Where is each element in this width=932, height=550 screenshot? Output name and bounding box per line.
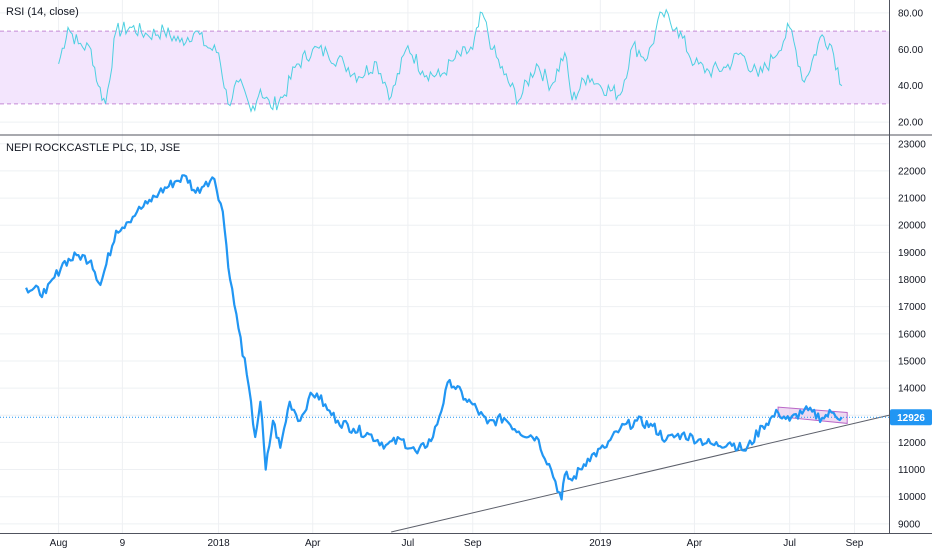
x-tick-label: Aug — [50, 538, 68, 549]
rsi-line-layer — [58, 8, 843, 113]
price-series-line — [25, 174, 843, 501]
x-tick-label: Apr — [687, 538, 703, 549]
price-y-tick-label: 12000 — [898, 438, 926, 449]
rsi-band-layer — [0, 30, 889, 105]
rsi-y-axis[interactable]: 80.00 60.00 40.00 20.00 — [898, 8, 923, 128]
x-tick-label: 2018 — [207, 538, 230, 549]
rsi-y-tick-label: 60.00 — [898, 45, 923, 56]
price-y-tick-label: 22000 — [898, 166, 926, 177]
last-price-marker: 12926 — [890, 409, 932, 426]
last-price-badge — [890, 409, 932, 426]
price-y-tick-label: 15000 — [898, 356, 926, 367]
support-trendline — [391, 414, 890, 533]
rsi-y-tick-label: 80.00 — [898, 8, 923, 19]
x-tick-label: Apr — [305, 538, 321, 549]
price-y-axis[interactable]: 23000 22000 21000 20000 19000 18000 17000 16000… — [898, 139, 926, 530]
price-y-tick-label: 16000 — [898, 329, 926, 340]
price-pane[interactable] — [0, 136, 889, 533]
price-y-tick-label: 20000 — [898, 221, 926, 232]
price-line-layer — [25, 174, 843, 501]
price-y-tick-label: 9000 — [898, 519, 921, 530]
x-tick-label: 9 — [120, 538, 126, 549]
time-x-axis[interactable]: Aug 9 2018 Apr Jul Sep 2019 Apr Jul Sep — [50, 538, 864, 549]
x-tick-label: Jul — [783, 538, 796, 549]
rsi-series-line — [58, 8, 843, 113]
price-y-tick-label: 23000 — [898, 139, 926, 150]
rsi-y-tick-label: 40.00 — [898, 81, 923, 92]
price-y-tick-label: 17000 — [898, 302, 926, 313]
x-tick-label: Sep — [846, 538, 864, 549]
price-y-tick-label: 21000 — [898, 194, 926, 205]
rsi-band-fill — [0, 31, 889, 104]
x-tick-label: 2019 — [589, 538, 612, 549]
rsi-y-tick-label: 20.00 — [898, 118, 923, 129]
price-legend[interactable]: NEPI ROCKCASTLE PLC, 1D, JSE — [6, 142, 180, 154]
x-tick-label: Sep — [464, 538, 482, 549]
price-y-tick-label: 11000 — [898, 465, 926, 476]
price-y-tick-label: 18000 — [898, 275, 926, 286]
price-y-tick-label: 10000 — [898, 492, 926, 503]
price-y-tick-label: 14000 — [898, 384, 926, 395]
rsi-legend[interactable]: RSI (14, close) — [6, 6, 79, 18]
price-y-tick-label: 19000 — [898, 248, 926, 259]
last-price-badge-text: 12926 — [897, 413, 925, 424]
x-tick-label: Jul — [401, 538, 414, 549]
